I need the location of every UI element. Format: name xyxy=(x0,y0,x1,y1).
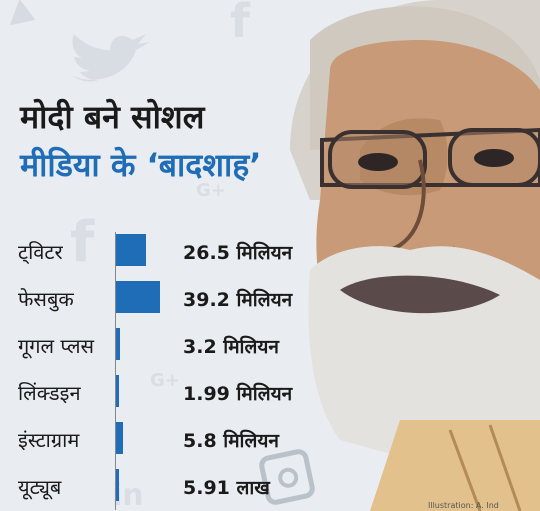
google-plus-icon: G+ xyxy=(150,370,180,391)
bar xyxy=(116,234,146,266)
twitter-bird-icon xyxy=(71,34,150,82)
value-label: 1.99 मिलियन xyxy=(183,383,293,405)
category-label: इंस्टाग्राम xyxy=(18,428,80,452)
category-label: गूगल प्लस xyxy=(18,334,95,358)
google-plus-icon: G+ xyxy=(196,180,226,201)
portrait-illustration xyxy=(290,0,540,511)
bar xyxy=(116,328,120,360)
category-label: ट्विटर xyxy=(18,240,63,264)
category-label: यूट्यूब xyxy=(18,475,62,499)
illustration-credit: Illustration: A. Ind xyxy=(428,501,499,510)
bar xyxy=(116,469,119,501)
youtube-play-icon xyxy=(9,0,41,33)
bar xyxy=(116,375,119,407)
category-label: लिंक्डइन xyxy=(18,381,81,405)
chart-title-line1: मोदी बने सोशल xyxy=(20,98,205,136)
chart-title-line2: मीडिया के ‘बादशाह’ xyxy=(20,146,262,184)
value-label: 3.2 मिलियन xyxy=(183,336,279,358)
value-label: 26.5 मिलियन xyxy=(183,242,293,264)
category-label: फेसबुक xyxy=(18,287,74,311)
bar-chart: ट्विटर 26.5 मिलियन फेसबुक 39.2 मिलियन गूगल प… xyxy=(0,226,540,511)
axis-line xyxy=(115,232,116,510)
value-label: 5.8 मिलियन xyxy=(183,430,279,452)
value-label: 39.2 मिलियन xyxy=(183,289,293,311)
facebook-icon: f xyxy=(230,0,251,48)
facebook-icon: f xyxy=(70,210,95,275)
bar xyxy=(116,281,161,313)
bar xyxy=(116,422,123,454)
value-label: 5.91 लाख xyxy=(183,477,270,499)
